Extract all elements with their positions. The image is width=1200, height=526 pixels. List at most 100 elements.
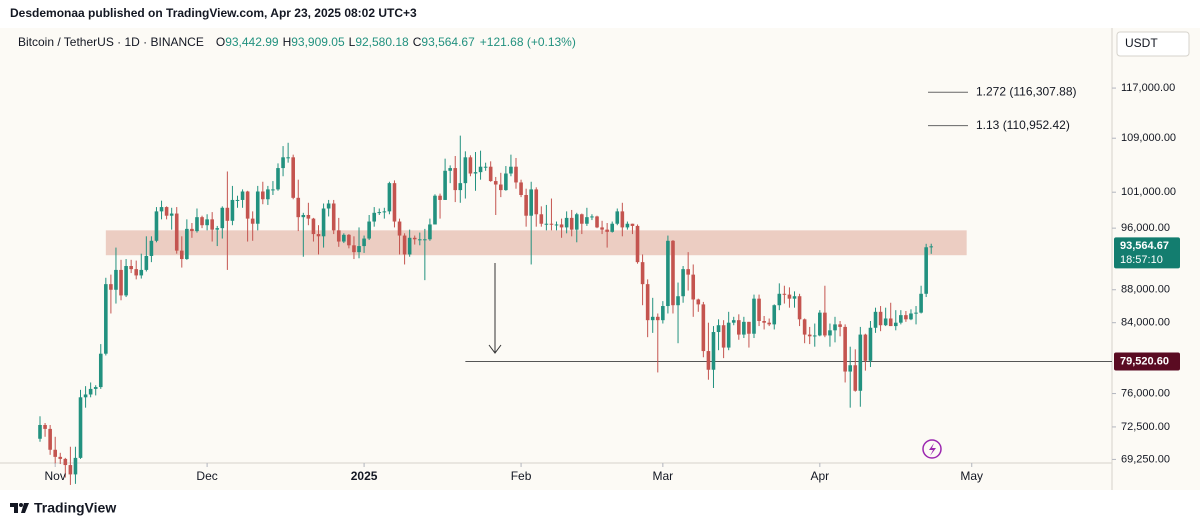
candle-body xyxy=(291,157,295,198)
candle-body xyxy=(812,335,817,337)
candle-body xyxy=(605,229,609,232)
candle-body xyxy=(661,306,665,321)
candle-body xyxy=(235,199,240,201)
candle-body xyxy=(78,397,83,458)
candle-body xyxy=(169,213,174,216)
candle-body xyxy=(772,305,777,325)
candle-body xyxy=(286,157,290,159)
candle-body xyxy=(428,224,432,240)
candle-body xyxy=(691,274,696,300)
candle-body xyxy=(554,224,559,226)
candle-body xyxy=(782,293,787,295)
candle-body xyxy=(610,223,615,232)
candle-body xyxy=(833,324,837,331)
candle-body xyxy=(681,269,685,297)
candle-body xyxy=(417,239,422,241)
candle-body xyxy=(747,321,751,334)
candle-body xyxy=(104,284,108,354)
fib-label: 1.272 (116,307.88) xyxy=(976,84,1077,98)
candle-body xyxy=(585,217,589,224)
x-tick-label: Mar xyxy=(653,469,674,483)
candle-body xyxy=(367,221,371,239)
candle-body xyxy=(914,312,918,314)
candle-body xyxy=(48,428,52,450)
candle-body xyxy=(331,203,336,231)
candle-body xyxy=(402,235,407,255)
candle-body xyxy=(149,240,154,256)
ohlc-value: 93,564.67 xyxy=(421,35,475,49)
candle-body xyxy=(458,183,463,191)
candle-body xyxy=(559,224,564,228)
candle-body xyxy=(757,298,761,322)
candle-body xyxy=(509,166,513,174)
candle-body xyxy=(883,318,888,326)
candle-body xyxy=(539,214,544,224)
candle-body xyxy=(372,212,377,222)
candle-body xyxy=(215,228,220,230)
candle-body xyxy=(731,320,736,323)
candle-body xyxy=(569,217,574,230)
y-tick-label: 117,000.00 xyxy=(1121,82,1175,94)
ohlc-value: 93,442.99 xyxy=(225,35,279,49)
ohlc-key: H xyxy=(283,35,292,49)
last-price-label: 93,564.67 xyxy=(1120,240,1169,252)
candle-body xyxy=(306,214,311,219)
candle-body xyxy=(615,211,620,224)
candle-body xyxy=(357,246,361,253)
candle-body xyxy=(98,353,103,388)
candle-body xyxy=(838,324,842,327)
candle-body xyxy=(134,269,139,276)
y-tick-label: 72,500.00 xyxy=(1121,421,1170,433)
candle-body xyxy=(909,313,913,320)
candle-body xyxy=(706,351,711,370)
candle-body xyxy=(671,240,675,306)
candle-body xyxy=(848,365,853,372)
candle-body xyxy=(893,322,898,327)
candle-body xyxy=(347,234,351,246)
candle-body xyxy=(179,250,184,260)
x-tick-label: Nov xyxy=(45,469,66,483)
candle-body xyxy=(726,322,731,348)
ohlc-value: 92,580.18 xyxy=(355,35,409,49)
currency: USDT xyxy=(1125,36,1158,50)
chart-panel xyxy=(0,28,1200,490)
candle-body xyxy=(863,334,868,361)
candle-body xyxy=(534,189,539,215)
candle-body xyxy=(686,269,690,275)
candle-body xyxy=(529,189,533,216)
candle-body xyxy=(645,284,650,321)
candle-body xyxy=(159,207,164,212)
candle-body xyxy=(716,325,721,333)
candle-body xyxy=(666,240,670,307)
currency-box[interactable] xyxy=(1116,31,1190,57)
candle-body xyxy=(590,216,594,218)
candle-body xyxy=(919,293,923,313)
resistance-zone xyxy=(105,230,967,256)
candle-body xyxy=(109,284,113,290)
candle-body xyxy=(873,311,878,328)
candle-body xyxy=(73,457,78,475)
candle-body xyxy=(255,191,260,224)
candle-body xyxy=(164,207,169,216)
candle-body xyxy=(190,228,194,232)
ohlc-key: O xyxy=(216,35,225,49)
top-bar: Desdemonaa published on TradingView.com,… xyxy=(10,6,417,20)
candle-body xyxy=(630,223,635,226)
candle-body xyxy=(818,312,822,336)
candle-body xyxy=(549,223,554,225)
fib-label: 1.13 (110,952.42) xyxy=(976,118,1070,132)
change: +121.68 (+0.13%) xyxy=(480,35,576,49)
candle-body xyxy=(63,458,68,466)
candle-body xyxy=(326,203,331,209)
candle-body xyxy=(514,166,518,183)
alert-icon[interactable] xyxy=(922,439,942,459)
candle-body xyxy=(245,191,250,219)
candle-body xyxy=(281,157,285,169)
candle-body xyxy=(580,214,584,224)
candle-body xyxy=(858,334,863,391)
candle-body xyxy=(600,227,604,230)
candle-body xyxy=(38,424,42,439)
x-tick-label: Apr xyxy=(810,469,829,483)
